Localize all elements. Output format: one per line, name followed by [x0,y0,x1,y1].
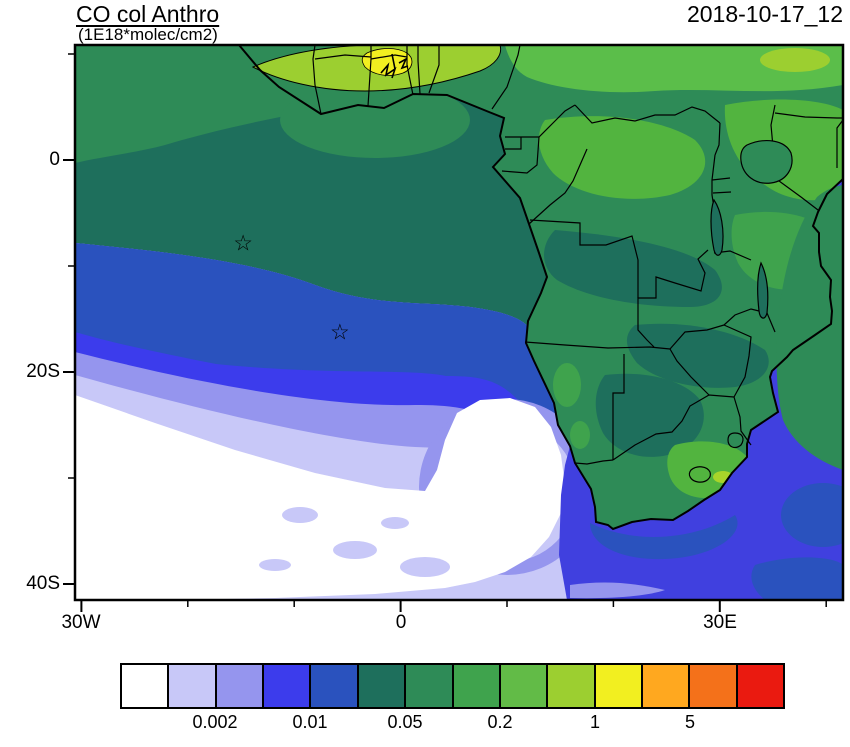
colorbar-labels: 0.002 0.01 0.05 0.2 1 5 [120,712,785,736]
lake-tanganyika [710,198,724,256]
colorbar-cell-3 [264,665,312,707]
colorbar-label-0.2: 0.2 [487,712,513,732]
colorbar-label-1: 1 [589,712,601,732]
co-maximum-contour-scribble [380,53,409,79]
top-right-yellowgreen-patch [760,48,830,72]
ytick-label-20s: 20S [26,361,60,382]
major-ticks [63,159,721,612]
mozambique-channel-green [776,185,843,470]
colorbar-label-0.002: 0.002 [192,712,238,732]
plot-timestamp: 2018-10-17_12 [686,1,843,27]
contour-band-darkblue [75,243,567,437]
southeast-ocean-blue [559,179,843,600]
xtick-label-30w: 30W [61,612,101,633]
ytick-label-0: 0 [49,149,60,170]
colorbar-cell-13 [737,665,784,707]
lakes [710,139,793,319]
lake-malawi [757,261,769,319]
colorbar-cell-2 [216,665,265,707]
colorbar-cell-11 [642,665,691,707]
colorbar-cell-5 [358,665,407,707]
colorbar-cell-12 [690,665,738,707]
ytick-label-40s: 40S [26,573,60,594]
colorbar-label-0.01: 0.01 [292,712,328,732]
lavender-speckles [259,507,450,577]
map-canvas [75,45,843,600]
southeast-ocean-darkblue-patches [590,483,843,600]
colorbar-label-5: 5 [684,712,696,732]
southeast-periwinkle-strip [570,582,665,599]
country-borders [312,45,843,483]
top-light-green-strip [505,45,843,93]
colorbar [120,663,785,709]
land-teal-patches [543,230,769,457]
plot-title: CO col Anthro [76,1,220,27]
minor-ticks [68,53,827,607]
colorbar-cell-8 [500,665,549,707]
xtick-label-0: 0 [395,612,407,633]
colorbar-cell-7 [453,665,501,707]
colorbar-cell-4 [311,665,359,707]
africa-coastline [238,45,843,531]
colorbar-cell-0 [122,665,170,707]
contour-region-white [75,395,565,600]
xtick-label-30e: 30E [703,612,737,633]
colorbar-cell-6 [406,665,454,707]
colorbar-cell-10 [595,665,643,707]
plot-units-subtitle: (1E18*molec/cm2) [78,25,218,44]
colorbar-cell-9 [548,665,596,707]
lake-victoria [740,139,793,184]
colorbar-cell-1 [169,665,217,707]
colorbar-label-0.05: 0.05 [387,712,423,732]
plot-frame [73,43,845,602]
